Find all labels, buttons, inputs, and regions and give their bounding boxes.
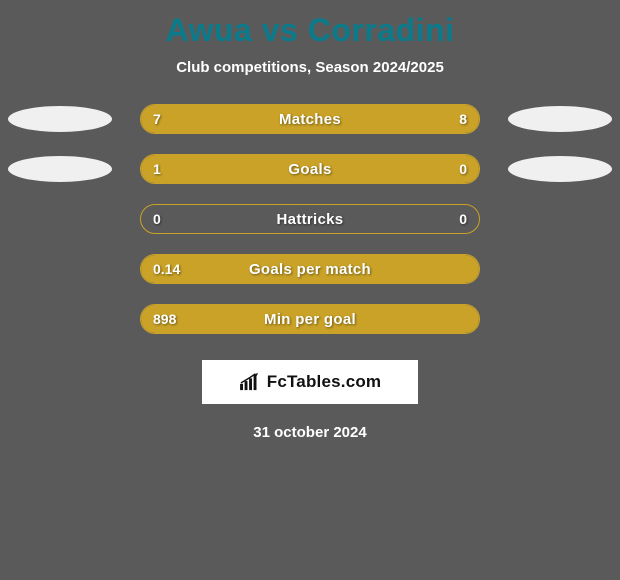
deco-ellipse-right bbox=[508, 106, 612, 132]
page-title: Awua vs Corradini bbox=[0, 12, 620, 49]
stat-bar: 7 Matches 8 bbox=[140, 104, 480, 134]
stat-bar: 898 Min per goal bbox=[140, 304, 480, 334]
brand-chart-icon bbox=[239, 373, 261, 391]
deco-ellipse-left bbox=[8, 106, 112, 132]
stat-row-hattricks: 0 Hattricks 0 bbox=[0, 204, 620, 234]
stat-value-right: 0 bbox=[459, 205, 467, 233]
date-line: 31 october 2024 bbox=[0, 424, 620, 441]
stat-row-matches: 7 Matches 8 bbox=[0, 104, 620, 134]
stat-row-goals-per-match: 0.14 Goals per match bbox=[0, 254, 620, 284]
stat-label: Min per goal bbox=[141, 305, 479, 333]
comparison-panel: Awua vs Corradini Club competitions, Sea… bbox=[0, 0, 620, 441]
stat-value-right: 0 bbox=[459, 155, 467, 183]
stat-bar: 0 Hattricks 0 bbox=[140, 204, 480, 234]
deco-ellipse-left bbox=[8, 156, 112, 182]
stat-bar: 1 Goals 0 bbox=[140, 154, 480, 184]
brand-label: FcTables.com bbox=[267, 372, 382, 392]
stats-rows: 7 Matches 8 1 Goals 0 0 Hattri bbox=[0, 104, 620, 334]
stat-row-min-per-goal: 898 Min per goal bbox=[0, 304, 620, 334]
stat-value-right: 8 bbox=[459, 105, 467, 133]
stat-label: Goals bbox=[141, 155, 479, 183]
stat-bar: 0.14 Goals per match bbox=[140, 254, 480, 284]
deco-ellipse-right bbox=[508, 156, 612, 182]
stat-row-goals: 1 Goals 0 bbox=[0, 154, 620, 184]
stat-label: Matches bbox=[141, 105, 479, 133]
stat-label: Hattricks bbox=[141, 205, 479, 233]
stat-label: Goals per match bbox=[141, 255, 479, 283]
brand-badge[interactable]: FcTables.com bbox=[202, 360, 418, 404]
page-subtitle: Club competitions, Season 2024/2025 bbox=[0, 59, 620, 76]
